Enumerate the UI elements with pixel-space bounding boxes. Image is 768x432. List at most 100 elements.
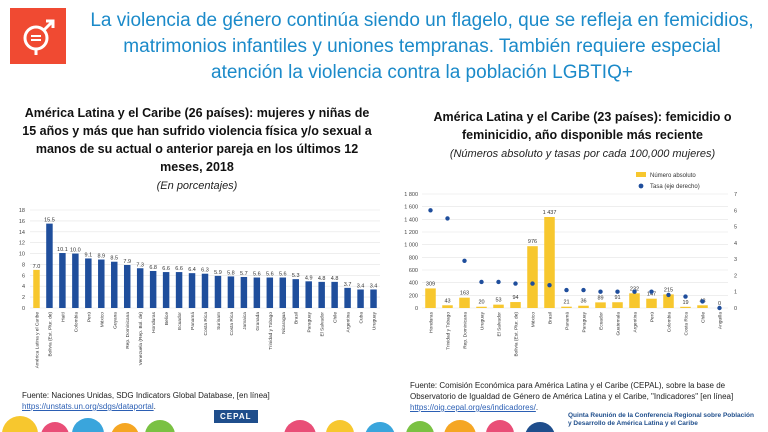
right-data-label: 89 xyxy=(597,295,603,301)
right-rate-point xyxy=(479,279,484,285)
slide-title: La violencia de género continúa siendo u… xyxy=(90,10,754,83)
right-y2-tick-label: 2 xyxy=(734,273,737,279)
right-y-tick-label: 200 xyxy=(409,293,418,299)
left-chart-title: América Latina y el Caribe (26 países): … xyxy=(22,106,372,174)
right-y2-tick-label: 0 xyxy=(734,306,737,312)
right-rate-point xyxy=(547,283,552,288)
right-bar xyxy=(680,306,691,308)
left-y-tick-label: 14 xyxy=(19,230,25,236)
right-x-tick-label: Costa Rica xyxy=(684,312,690,336)
right-rate-point xyxy=(496,279,501,285)
left-x-tick-label: Venezuela (Rep. Bol. de) xyxy=(138,312,144,366)
left-data-label: 9.1 xyxy=(85,252,93,258)
right-bar xyxy=(612,302,623,308)
left-x-tick-label: Belice xyxy=(164,312,170,325)
left-y-tick-label: 4 xyxy=(22,284,25,290)
left-bar xyxy=(253,277,261,308)
left-bar xyxy=(279,277,287,308)
left-data-label: 3.7 xyxy=(344,282,352,288)
right-x-tick-label: Argentina xyxy=(633,312,639,333)
right-y-tick-label: 0 xyxy=(415,306,418,312)
left-x-tick-label: Haití xyxy=(60,311,66,322)
left-x-tick-label: Granada xyxy=(255,312,261,331)
right-y2-tick-label: 5 xyxy=(734,225,737,231)
left-bar xyxy=(33,269,40,308)
left-bar xyxy=(331,281,338,308)
left-x-tick-label: Chile xyxy=(333,312,339,323)
decorative-footer-band xyxy=(2,416,555,432)
left-x-tick-label: Paraguay xyxy=(307,311,313,332)
left-x-tick-label: México xyxy=(99,312,105,328)
right-y-tick-label: 1 600 xyxy=(404,205,418,211)
left-x-tick-label: Panamá xyxy=(190,312,196,330)
right-y2-tick-label: 6 xyxy=(734,208,737,214)
left-data-label: 5.9 xyxy=(214,270,222,276)
right-data-label: 43 xyxy=(444,298,450,304)
left-data-label: 5.6 xyxy=(253,272,261,278)
left-bar xyxy=(344,287,351,308)
left-bar xyxy=(357,289,364,308)
right-rate-point xyxy=(581,287,586,293)
left-x-tick-label: Colombia xyxy=(73,312,79,333)
right-y-tick-label: 800 xyxy=(409,255,418,261)
left-data-label: 6.6 xyxy=(175,266,183,272)
right-data-label: 0 xyxy=(718,301,721,307)
right-y2-tick-label: 1 xyxy=(734,290,737,296)
right-x-tick-label: Rep. Dominicana xyxy=(463,312,469,349)
right-data-label: 976 xyxy=(528,239,537,245)
right-data-label: 163 xyxy=(460,291,469,297)
left-data-label: 5.7 xyxy=(240,271,248,277)
left-x-tick-label: Trinidad y Tobago xyxy=(268,312,274,350)
right-rate-point xyxy=(598,289,603,294)
left-data-label: 3.4 xyxy=(357,283,365,289)
left-data-label: 6.3 xyxy=(201,268,209,274)
right-source-text: Fuente: Comisión Económica para América … xyxy=(410,381,734,401)
left-x-tick-label: Bolivia (Est. Plur. de) xyxy=(47,312,53,357)
left-bar xyxy=(227,276,235,308)
left-source-link[interactable]: https://unstats.un.org/sdgs/dataportal xyxy=(22,402,154,411)
right-data-label: 1 437 xyxy=(543,210,557,216)
right-x-tick-label: Bolivia (Est. Plur. de) xyxy=(514,312,520,357)
right-x-tick-label: Paraguay xyxy=(582,311,588,332)
left-bar xyxy=(292,279,299,308)
right-data-label: 36 xyxy=(580,299,586,305)
right-data-label: 20 xyxy=(478,300,484,306)
right-y2-tick-label: 7 xyxy=(734,192,737,198)
left-y-tick-label: 0 xyxy=(22,306,25,312)
left-data-label: 10.0 xyxy=(70,248,81,254)
left-bar xyxy=(98,259,105,308)
right-bar xyxy=(544,216,555,308)
right-data-label: 53 xyxy=(495,298,501,304)
right-bar xyxy=(697,305,708,308)
left-x-tick-label: Surinam xyxy=(216,312,222,330)
left-bar xyxy=(318,281,325,308)
right-source: Fuente: Comisión Económica para América … xyxy=(410,380,760,413)
right-rate-point xyxy=(530,281,535,286)
right-data-label: 215 xyxy=(664,287,673,293)
right-x-tick-label: Honduras xyxy=(429,311,435,332)
left-data-label: 5.8 xyxy=(227,270,235,276)
left-data-label: 7.3 xyxy=(136,262,144,268)
right-x-tick-label: Panamá xyxy=(565,312,571,330)
right-legend-swatch-point xyxy=(638,183,644,189)
left-bar xyxy=(240,276,248,308)
left-y-tick-label: 8 xyxy=(22,262,25,268)
right-data-label: 91 xyxy=(614,295,620,301)
right-bar xyxy=(442,305,453,308)
right-x-tick-label: Brasil xyxy=(548,312,554,324)
left-bar xyxy=(123,264,131,308)
right-x-tick-label: Colombia xyxy=(667,312,673,333)
right-rate-point xyxy=(683,294,688,299)
left-x-tick-label: Ecuador xyxy=(177,312,183,330)
right-source-link[interactable]: https://oig.cepal.org/es/indicadores/ xyxy=(410,403,536,412)
left-bar xyxy=(111,261,118,308)
left-data-label: 6.8 xyxy=(149,265,157,271)
right-rate-point xyxy=(462,258,467,263)
right-bar xyxy=(561,306,572,308)
cepal-logo: CEPAL xyxy=(214,410,258,423)
left-bar xyxy=(149,270,157,308)
right-rate-point xyxy=(666,292,671,298)
left-data-label: 5.3 xyxy=(292,273,300,279)
right-rate-point xyxy=(428,208,433,213)
left-x-tick-label: Cuba xyxy=(359,312,365,324)
